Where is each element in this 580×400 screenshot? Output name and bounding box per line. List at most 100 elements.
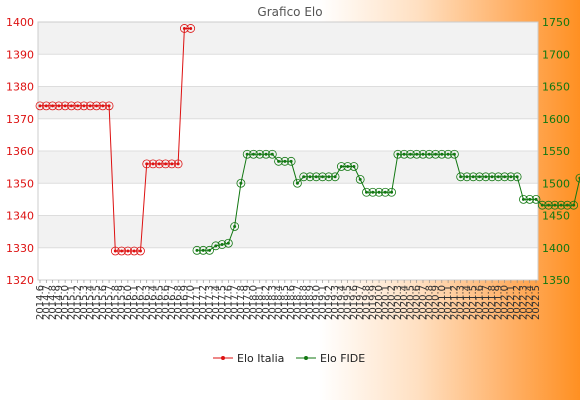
data-point-dot [113,249,117,253]
data-point-dot [208,248,212,252]
data-point-dot [547,203,551,207]
data-point-dot [239,181,243,185]
data-point [136,246,145,256]
x-tick-label: 2018.2 [261,285,272,320]
data-point-dot [477,175,481,179]
data-point [286,156,296,166]
data-point [186,24,196,33]
data-point-dot [176,162,180,166]
x-tick-label: 2019.5 [343,285,354,320]
data-point-dot [151,162,155,166]
data-point-dot [496,175,500,179]
x-tick-label: 2017.3 [205,285,216,320]
data-point [60,101,70,111]
data-point-dot [446,152,450,156]
data-point [117,246,127,256]
data-point-dot [440,152,444,156]
data-point-dot [321,175,325,179]
data-point-dot [534,197,538,201]
x-tick-label: 2014.8 [48,285,59,320]
x-tick-label: 2019.2 [324,285,335,320]
data-point-dot [195,248,199,252]
data-point [406,149,415,159]
x-tick-label: 2020.0 [374,285,385,320]
data-point-dot [233,224,237,228]
y-left-tick-label: 1400 [6,16,34,29]
data-point [249,149,258,159]
data-point [537,200,547,210]
series-markers [35,24,580,256]
y-right-tick-label: 1450 [542,210,570,223]
data-point [198,245,208,255]
x-tick-label: 2021.0 [437,285,448,320]
y-left-tick-label: 1350 [6,177,34,190]
data-point-dot [44,104,48,108]
data-point [311,172,321,182]
y-left-tick-label: 1320 [6,274,34,287]
data-point-dot [57,104,61,108]
data-point [305,172,315,182]
grid-band [38,247,538,280]
grid-band [38,22,538,55]
data-point [142,159,152,169]
data-point [180,24,189,33]
x-tick-label: 2017.2 [198,285,209,320]
data-point [506,172,516,182]
y-right-tick-label: 1550 [542,145,570,158]
x-tick-label: 2019.9 [368,285,379,320]
data-point [399,149,409,159]
x-tick-label: 2016.3 [142,285,153,320]
data-point [66,101,76,111]
data-point [73,101,83,111]
data-point [54,101,64,111]
data-point [255,149,265,159]
data-point-dot [314,175,318,179]
data-point-dot [509,175,513,179]
data-point [92,101,101,111]
data-point [349,162,359,171]
x-tick-label: 2016.6 [161,285,172,320]
data-point [318,172,327,182]
x-tick-label: 2022.3 [518,285,529,320]
data-point [274,156,283,166]
data-point-dot [327,175,331,179]
data-point-dot [264,152,268,156]
data-point-dot [76,104,80,108]
data-point-dot [145,162,149,166]
x-tick-label: 2018.0 [248,285,259,320]
x-tick-label: 2020.6 [412,285,423,320]
data-point [412,149,422,159]
y-right-tick-label: 1350 [542,274,570,287]
x-tick-label: 2021.5 [468,285,479,320]
data-point [468,172,478,182]
data-point-dot [339,164,343,168]
x-tick-label: 2019.7 [355,285,366,320]
data-point-dot [528,197,532,201]
x-tick-label: 2019.8 [361,285,372,320]
x-tick-label: 2016.5 [154,285,165,320]
x-tick-label: 2016.1 [129,285,140,320]
data-point [223,238,233,248]
y-right-tick-label: 1650 [542,81,570,94]
y-left-tick-label: 1330 [6,242,34,255]
data-point-dot [515,175,519,179]
data-point [48,101,57,111]
x-tick-label: 2020.1 [380,285,391,320]
left-y-axis: 1320 1330 1340 1350 1360 1370 1380 1390 1400 [6,16,34,287]
data-point-dot [427,152,431,156]
x-tick-label: 2021.9 [493,285,504,320]
data-point-dot [490,175,494,179]
data-point-dot [503,175,507,179]
data-point-dot [95,104,99,108]
plot-area [37,21,539,281]
data-point [85,101,95,111]
grid-band [38,86,538,119]
data-point [104,101,114,111]
x-tick-label: 2018.1 [255,285,266,320]
x-tick-label: 2022.1 [506,285,517,320]
x-tick-label: 2016.8 [173,285,184,320]
data-point [569,200,579,210]
x-tick-label: 2015.9 [117,285,128,320]
data-point [525,194,535,204]
x-tick-label: 2019.4 [336,285,347,320]
